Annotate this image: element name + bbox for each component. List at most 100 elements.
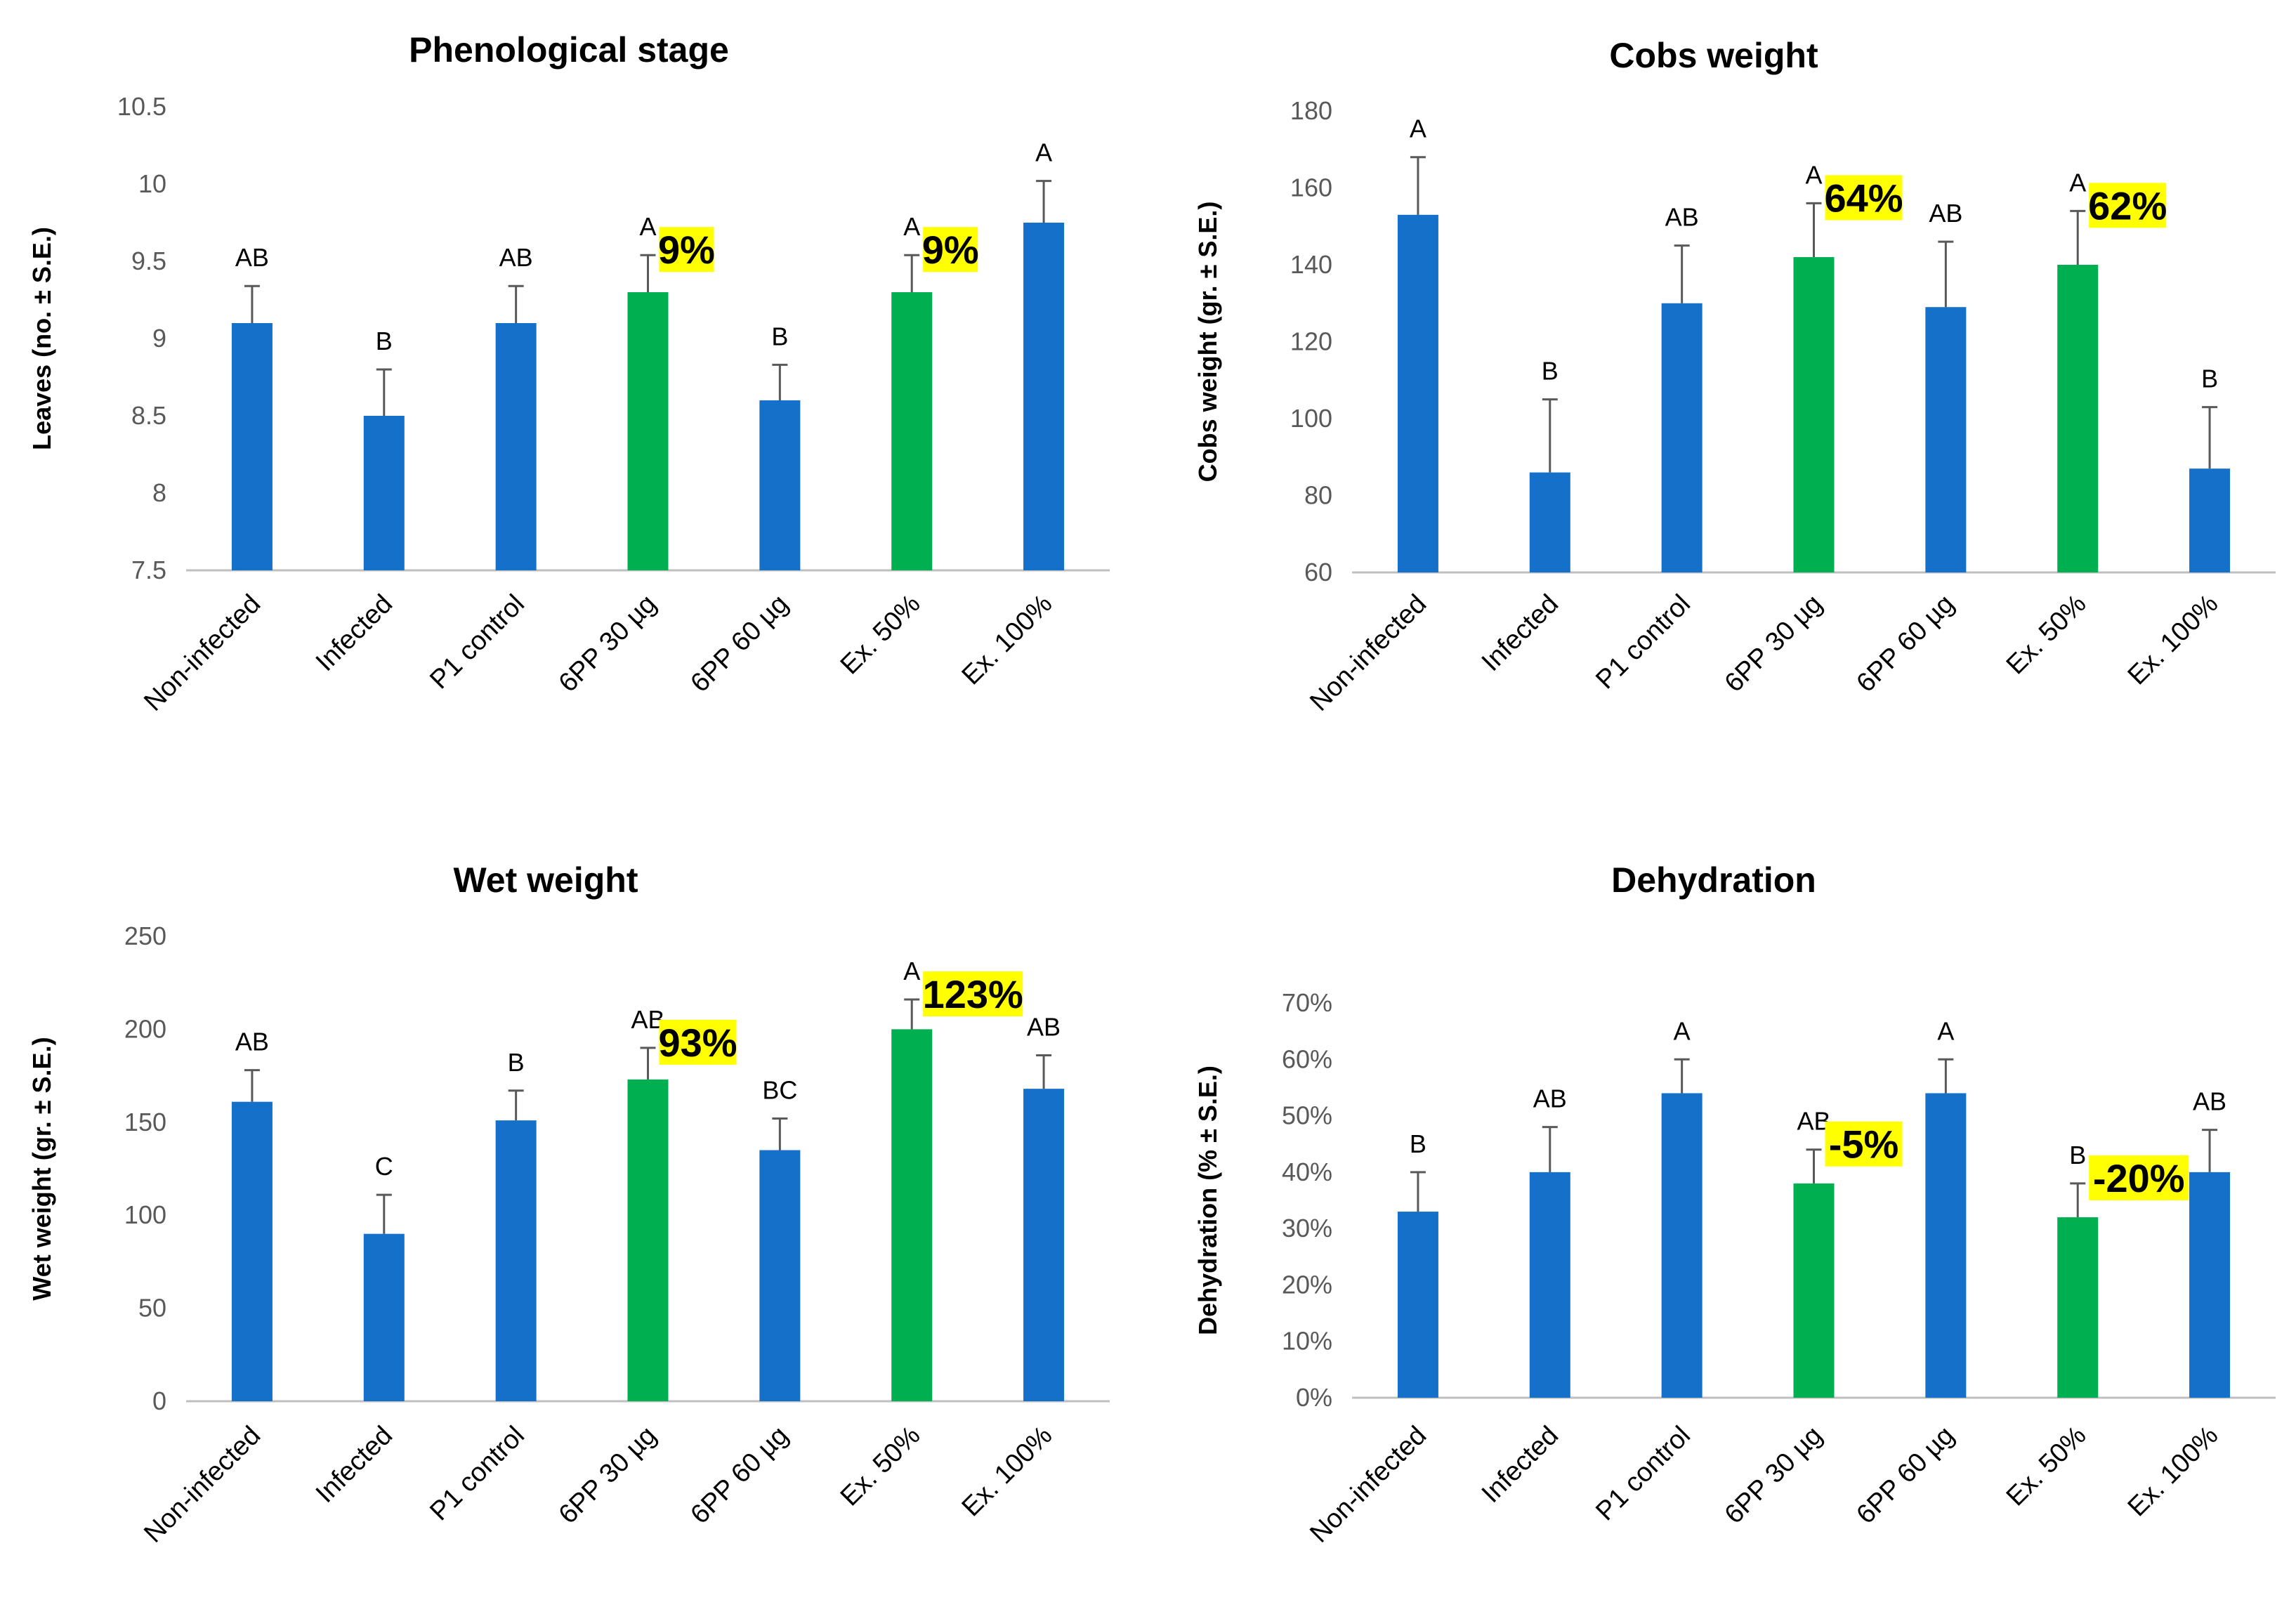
bar-3 xyxy=(495,323,537,570)
bar-6 xyxy=(2057,1217,2099,1398)
category-label: Infected xyxy=(310,589,398,677)
bar-4 xyxy=(1793,257,1835,572)
percent-badge: -5% xyxy=(1829,1122,1899,1167)
y-axis-label: Cobs weight (gr. ± S.E.) xyxy=(1193,202,1222,483)
bar-3 xyxy=(1661,1093,1703,1398)
percent-badge-bg xyxy=(1825,175,1903,221)
significance-label: AB xyxy=(2193,1087,2226,1116)
category-label: Ex. 100% xyxy=(2123,1421,2224,1523)
significance-label: AB xyxy=(1027,1012,1061,1041)
bar-3 xyxy=(495,1120,537,1401)
significance-label: A xyxy=(639,212,656,241)
percent-badge-bg xyxy=(659,1019,737,1065)
bar-4 xyxy=(1793,1183,1835,1398)
category-label: 6PP 30 µg xyxy=(1719,589,1828,698)
chart-panel-3: Wet weight Wet weight (gr. ± S.E.) 0 50 100 1… xyxy=(27,860,1110,1549)
y-tick-label: 50% xyxy=(1282,1101,1332,1130)
y-tick-label: 250 xyxy=(124,922,166,950)
y-axis-label: Wet weight (gr. ± S.E.) xyxy=(27,1037,56,1300)
chart-title: Dehydration xyxy=(1611,860,1816,900)
significance-label: A xyxy=(1035,138,1052,167)
category-label: Ex. 50% xyxy=(835,1421,926,1512)
bar-5 xyxy=(1925,307,1967,572)
chart-title: Wet weight xyxy=(454,860,638,900)
y-tick-label: 8.5 xyxy=(131,401,166,430)
category-label: P1 control xyxy=(424,1421,530,1527)
chart-panel-1: Phenological stage Leaves (no. ± S.E.) 7.5… xyxy=(27,30,1110,717)
bar-7 xyxy=(2189,468,2231,572)
significance-label: A xyxy=(1674,1016,1691,1045)
bar-5 xyxy=(759,1150,801,1401)
percent-badge-bg xyxy=(659,227,714,273)
significance-label: C xyxy=(375,1152,393,1181)
bar-2 xyxy=(1529,472,1570,572)
chart-panel-2: Cobs weight Cobs weight (gr. ± S.E.) 60 80 1… xyxy=(1193,36,2276,717)
bar-6 xyxy=(2057,265,2099,572)
category-label: Ex. 100% xyxy=(2123,589,2224,691)
percent-badge: 9% xyxy=(922,228,979,272)
category-label: 6PP 30 µg xyxy=(553,589,662,698)
significance-label: B xyxy=(1410,1129,1426,1158)
category-label: Ex. 100% xyxy=(957,1421,1058,1523)
category-label: 6PP 30 µg xyxy=(1719,1421,1828,1530)
category-label: P1 control xyxy=(424,589,530,695)
y-tick-label: 60 xyxy=(1304,558,1332,586)
significance-label: A xyxy=(1805,160,1822,189)
significance-label: AB xyxy=(1533,1084,1567,1113)
y-tick-label: 10 xyxy=(138,169,166,198)
significance-label: AB xyxy=(1665,203,1699,232)
y-tick-label: 80 xyxy=(1304,481,1332,510)
category-label: Non-infected xyxy=(138,1421,266,1549)
bar-6 xyxy=(891,1029,933,1401)
bar-5 xyxy=(759,400,801,570)
bar-7 xyxy=(1023,1089,1065,1401)
significance-label: B xyxy=(771,322,788,350)
significance-label: B xyxy=(508,1048,525,1077)
category-label: 6PP 60 µg xyxy=(1851,589,1960,698)
percent-badge-bg xyxy=(923,971,1023,1017)
bar-7 xyxy=(1023,223,1065,570)
significance-label: AB xyxy=(1929,199,1962,228)
category-label: 6PP 60 µg xyxy=(685,1421,794,1530)
category-label: Ex. 100% xyxy=(957,589,1058,691)
y-axis-label: Dehydration (% ± S.E.) xyxy=(1193,1065,1222,1335)
bar-6 xyxy=(891,292,933,570)
category-label: P1 control xyxy=(1590,589,1696,695)
bar-2 xyxy=(1529,1172,1570,1398)
y-tick-label: 9 xyxy=(152,324,166,353)
category-label: 6PP 60 µg xyxy=(685,589,794,698)
category-label: Non-infected xyxy=(138,589,266,717)
chart-title: Phenological stage xyxy=(409,30,729,70)
y-tick-label: 100 xyxy=(1290,404,1332,433)
significance-label: B xyxy=(2069,1141,2086,1169)
category-label: Infected xyxy=(1476,589,1564,677)
chart-title: Cobs weight xyxy=(1609,36,1818,75)
y-tick-label: 40% xyxy=(1282,1158,1332,1186)
y-tick-label: 10.5 xyxy=(117,92,166,121)
y-tick-label: 70% xyxy=(1282,988,1332,1017)
category-label: 6PP 60 µg xyxy=(1851,1421,1960,1530)
y-tick-label: 8 xyxy=(152,478,166,507)
significance-label: AB xyxy=(235,1028,269,1056)
category-label: Non-infected xyxy=(1304,589,1432,717)
y-tick-label: 0 xyxy=(152,1386,166,1415)
bar-2 xyxy=(363,1233,405,1401)
category-label: Ex. 50% xyxy=(835,589,926,681)
y-tick-label: 120 xyxy=(1290,327,1332,356)
y-tick-label: 60% xyxy=(1282,1044,1332,1073)
bar-3 xyxy=(1661,303,1703,572)
significance-label: A xyxy=(1937,1016,1954,1045)
y-tick-label: 0% xyxy=(1296,1383,1332,1412)
y-tick-label: 20% xyxy=(1282,1270,1332,1299)
significance-label: B xyxy=(2201,365,2218,393)
y-tick-label: 200 xyxy=(124,1014,166,1043)
category-label: Ex. 50% xyxy=(2001,589,2092,681)
bar-4 xyxy=(627,1079,669,1401)
bar-7 xyxy=(2189,1172,2231,1398)
bar-1 xyxy=(1397,1212,1438,1398)
y-tick-label: 160 xyxy=(1290,173,1332,202)
significance-label: A xyxy=(2069,168,2086,197)
percent-badge: 9% xyxy=(658,228,715,272)
